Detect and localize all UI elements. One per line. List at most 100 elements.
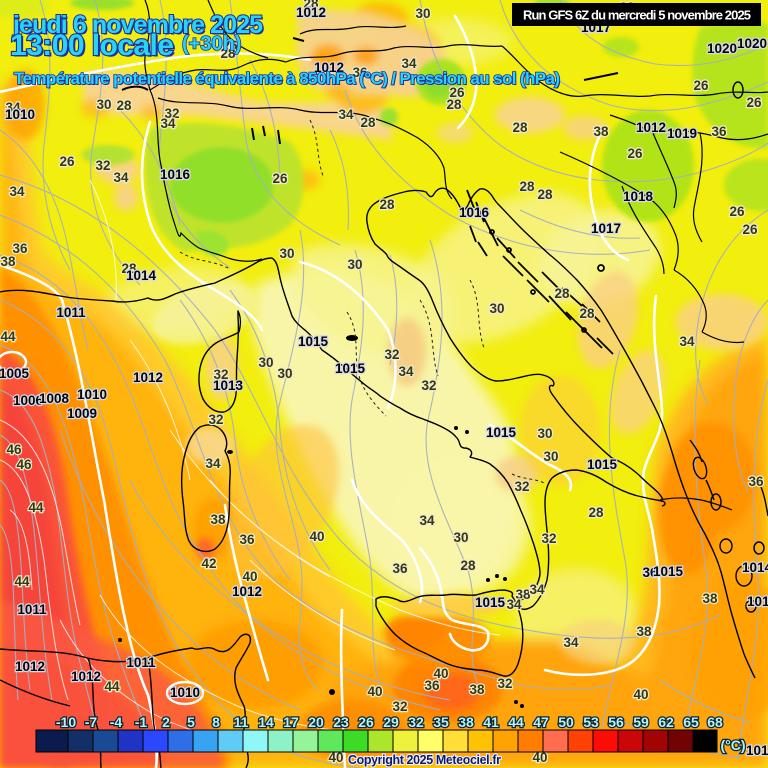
svg-text:1017: 1017 [591, 221, 621, 236]
svg-text:36: 36 [239, 532, 255, 547]
svg-text:34: 34 [205, 456, 221, 471]
svg-text:28: 28 [588, 505, 604, 520]
svg-text:36: 36 [392, 561, 408, 576]
svg-text:36: 36 [711, 124, 727, 139]
svg-text:34: 34 [401, 56, 417, 71]
svg-text:44: 44 [28, 500, 44, 515]
svg-text:34: 34 [398, 364, 414, 379]
svg-text:28: 28 [460, 558, 476, 573]
svg-text:1015: 1015 [587, 457, 618, 472]
svg-text:Température potentielle équiva: Température potentielle équivalente à 85… [14, 69, 560, 88]
svg-text:26: 26 [222, 38, 238, 53]
svg-text:1013: 1013 [213, 378, 244, 393]
svg-text:28: 28 [360, 115, 376, 130]
svg-text:-7: -7 [85, 714, 98, 730]
svg-text:1015: 1015 [335, 361, 366, 376]
svg-text:1014: 1014 [746, 743, 768, 758]
svg-text:1016: 1016 [459, 205, 490, 220]
svg-text:26: 26 [746, 95, 762, 110]
svg-text:1015: 1015 [486, 425, 517, 440]
svg-text:32: 32 [164, 106, 179, 121]
svg-text:32: 32 [213, 367, 228, 382]
svg-text:1012: 1012 [296, 5, 326, 20]
svg-text:1019: 1019 [667, 126, 697, 141]
svg-text:34: 34 [9, 184, 25, 199]
svg-text:40: 40 [367, 684, 382, 699]
svg-text:28: 28 [220, 46, 236, 61]
svg-text:28: 28 [554, 286, 570, 301]
svg-text:30: 30 [347, 257, 362, 272]
svg-text:40: 40 [433, 666, 448, 681]
svg-text:30: 30 [453, 530, 468, 545]
svg-text:36: 36 [642, 565, 658, 580]
svg-text:68: 68 [707, 714, 723, 730]
svg-text:-1: -1 [135, 714, 148, 730]
svg-text:1012: 1012 [71, 669, 101, 684]
svg-text:28: 28 [303, 0, 319, 11]
svg-text:29: 29 [383, 714, 399, 730]
svg-text:-4: -4 [110, 714, 123, 730]
svg-text:46: 46 [6, 442, 22, 457]
svg-text:59: 59 [633, 714, 649, 730]
svg-text:28: 28 [512, 120, 528, 135]
svg-text:36: 36 [424, 678, 440, 693]
svg-text:38: 38 [515, 587, 531, 602]
svg-text:1014: 1014 [126, 268, 157, 283]
svg-text:1014: 1014 [742, 560, 768, 575]
svg-text:23: 23 [333, 714, 349, 730]
svg-text:50: 50 [558, 714, 574, 730]
svg-text:47: 47 [533, 714, 549, 730]
svg-text:jeudi 6 novembre 2025: jeudi 6 novembre 2025 [14, 13, 265, 41]
svg-text:1015: 1015 [653, 564, 684, 579]
svg-text:1010: 1010 [170, 685, 200, 700]
svg-text:17: 17 [283, 714, 299, 730]
svg-text:1012: 1012 [636, 120, 666, 135]
svg-text:2: 2 [162, 714, 170, 730]
svg-text:8: 8 [212, 714, 220, 730]
svg-text:1016: 1016 [160, 167, 191, 182]
svg-text:32: 32 [384, 347, 399, 362]
svg-text:32: 32 [392, 699, 407, 714]
svg-text:28: 28 [446, 97, 462, 112]
svg-text:13:00 locale: 13:00 locale [10, 29, 174, 62]
svg-text:32: 32 [497, 676, 512, 691]
svg-text:1012: 1012 [15, 659, 45, 674]
svg-text:Copyright 2025 Meteociel.fr: Copyright 2025 Meteociel.fr [348, 753, 501, 767]
svg-text:1012: 1012 [133, 370, 163, 385]
svg-text:28: 28 [519, 179, 535, 194]
svg-text:40: 40 [242, 569, 257, 584]
svg-text:26: 26 [449, 85, 465, 100]
svg-text:62: 62 [658, 714, 674, 730]
svg-text:1009: 1009 [67, 406, 97, 421]
svg-text:1011: 1011 [126, 655, 156, 670]
svg-text:28: 28 [579, 306, 595, 321]
svg-text:26: 26 [729, 204, 745, 219]
svg-text:46: 46 [16, 457, 32, 472]
svg-text:40: 40 [532, 750, 547, 765]
svg-text:1020: 1020 [737, 36, 767, 51]
svg-text:40: 40 [633, 687, 648, 702]
svg-text:30: 30 [279, 246, 294, 261]
svg-text:34: 34 [679, 334, 695, 349]
svg-text:26: 26 [272, 171, 288, 186]
svg-text:28: 28 [121, 261, 137, 276]
svg-text:Température potentielle équiva: Température potentielle équivalente à 85… [15, 70, 561, 89]
svg-text:34: 34 [113, 170, 129, 185]
svg-text:1005: 1005 [0, 366, 30, 381]
svg-text:28: 28 [537, 187, 553, 202]
svg-text:44: 44 [14, 574, 30, 589]
svg-text:28: 28 [379, 197, 395, 212]
svg-text:30: 30 [543, 449, 558, 464]
svg-text:38: 38 [702, 591, 718, 606]
svg-text:1006: 1006 [13, 393, 44, 408]
svg-text:34: 34 [506, 597, 522, 612]
svg-text:14: 14 [258, 714, 274, 730]
svg-text:30: 30 [415, 6, 430, 21]
svg-text:34: 34 [338, 107, 354, 122]
svg-text:1010: 1010 [77, 387, 107, 402]
svg-text:1012: 1012 [314, 60, 344, 75]
svg-text:32: 32 [514, 479, 529, 494]
svg-text:34: 34 [5, 100, 21, 115]
svg-text:1018: 1018 [623, 189, 654, 204]
svg-text:1008: 1008 [39, 391, 70, 406]
